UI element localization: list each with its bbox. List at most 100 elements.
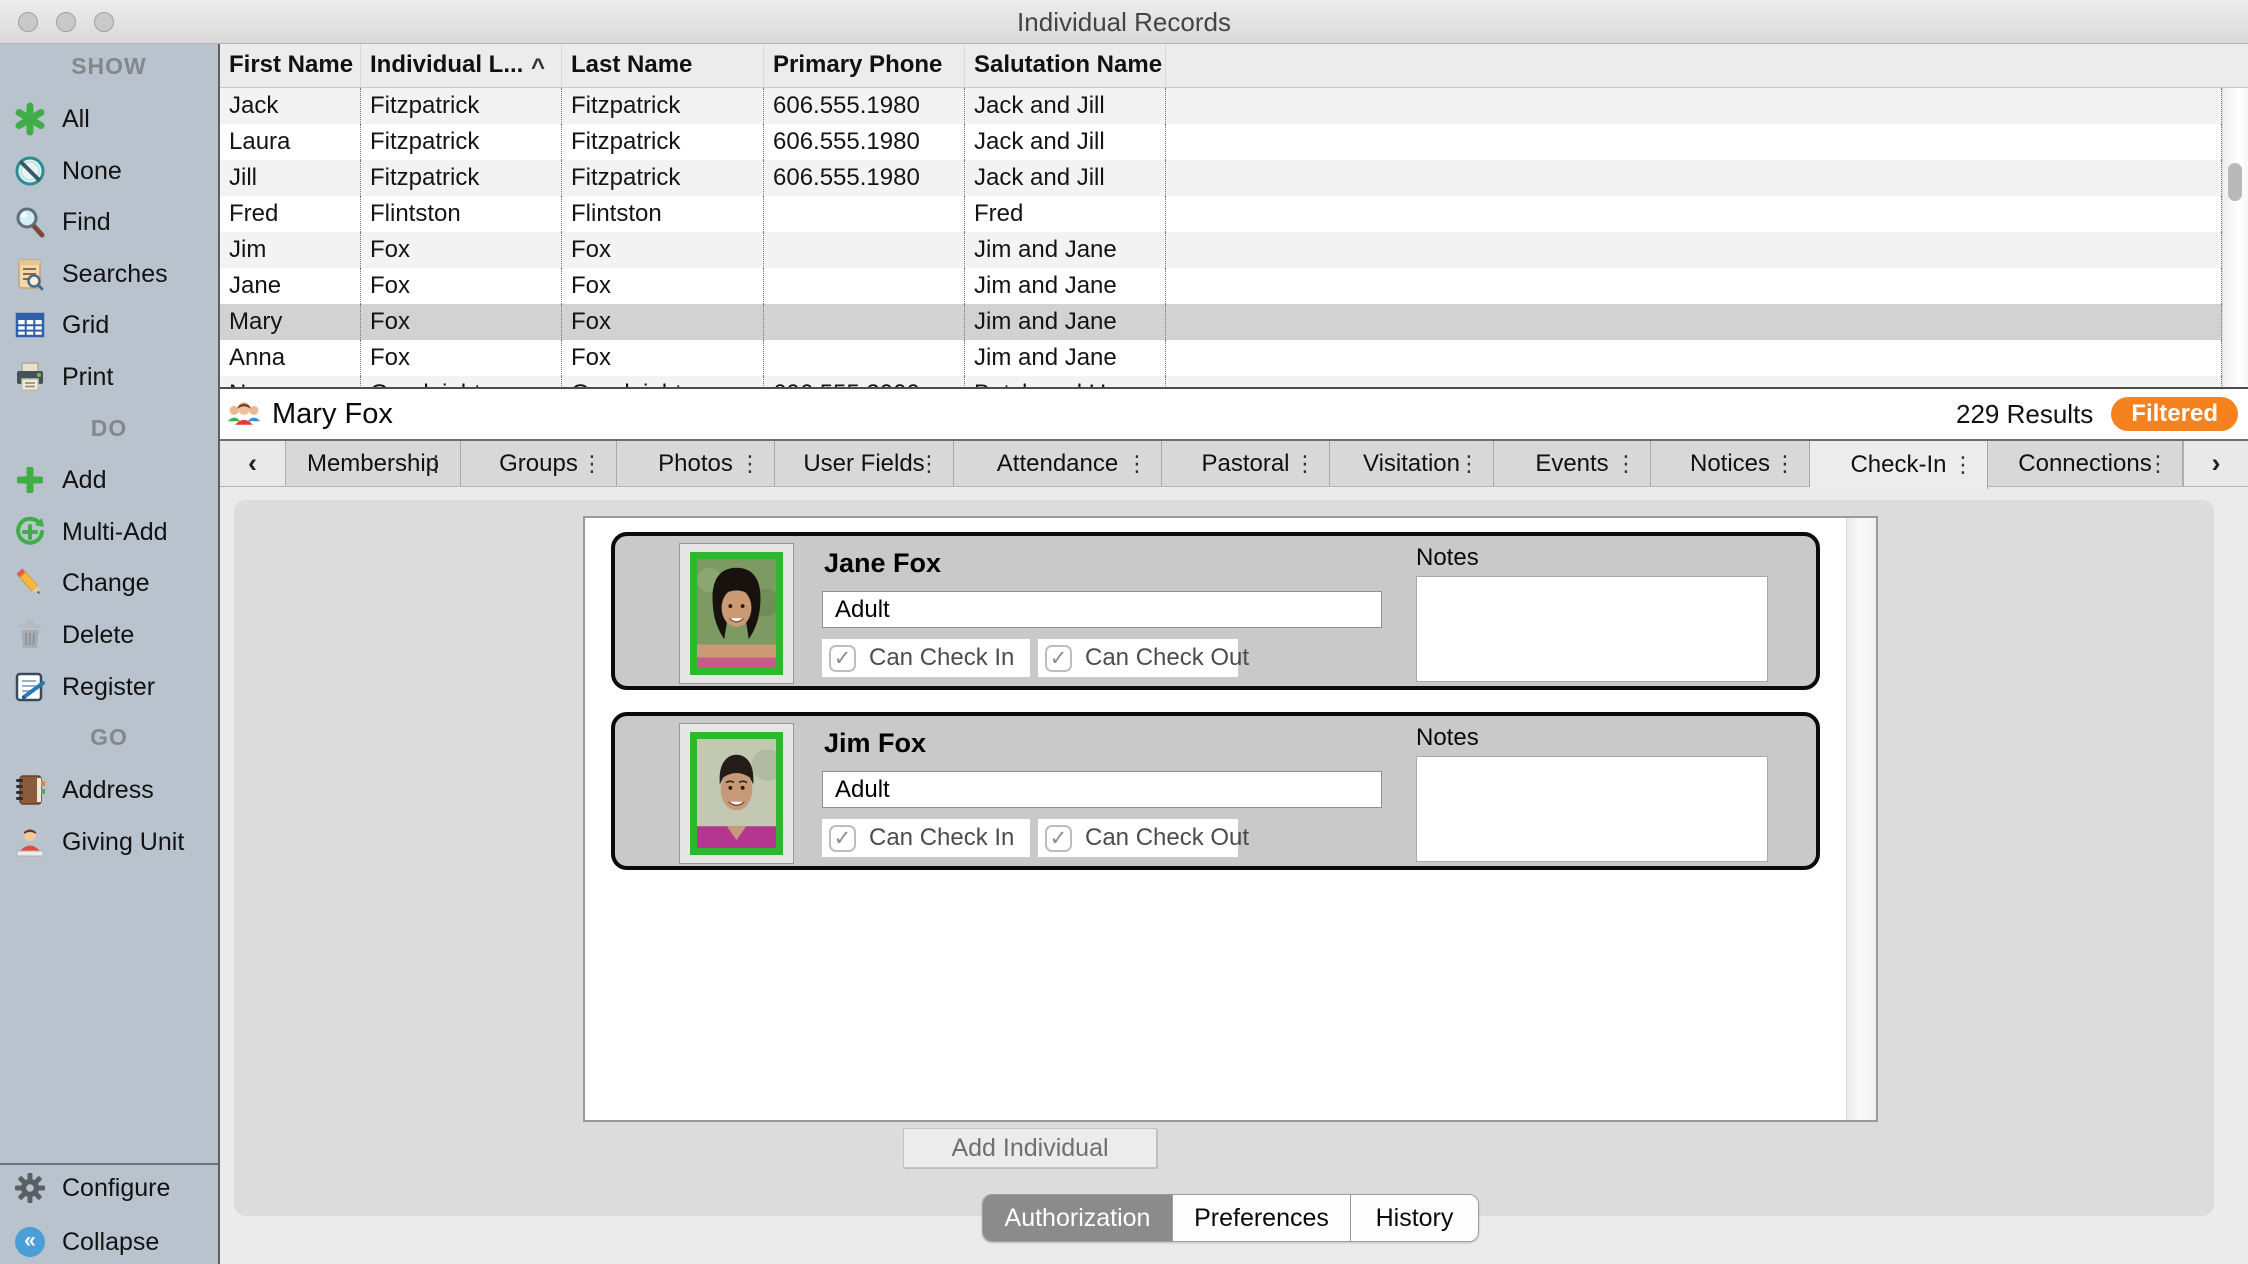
sidebar-item-all[interactable]: All [0, 102, 218, 136]
person-type-input[interactable]: Adult [822, 591, 1382, 628]
table-scrollbar[interactable] [2222, 88, 2248, 387]
add-individual-button[interactable]: Add Individual [903, 1128, 1157, 1168]
sidebar-item-print[interactable]: Print [0, 360, 218, 394]
sidebar-item-label: Searches [62, 259, 168, 288]
tabs-scroll-left-button[interactable]: ‹ [220, 441, 286, 486]
minimize-button[interactable] [56, 12, 76, 32]
close-button[interactable] [18, 12, 38, 32]
sidebar-item-multi-add[interactable]: Multi-Add [0, 515, 218, 549]
tab-menu-icon[interactable]: ⋮ [1458, 450, 1480, 476]
saved-searches-icon [12, 257, 48, 291]
tab-menu-icon[interactable]: ⋮ [1126, 450, 1148, 476]
can-check-out-checkbox[interactable]: ✓ Can Check Out [1038, 819, 1249, 857]
table-row[interactable]: Jane Fox Fox Jim and Jane [220, 268, 2222, 304]
sidebar-item-label: Collapse [62, 1227, 160, 1256]
column-header-primary-phone[interactable]: Primary Phone [764, 44, 965, 87]
tab-menu-icon[interactable]: ⋮ [1294, 450, 1316, 476]
sidebar-divider [0, 1163, 218, 1165]
tab-menu-icon[interactable]: ⋮ [425, 450, 447, 476]
checkbox-box[interactable]: ✓ [829, 644, 856, 672]
sidebar-item-change[interactable]: Change [0, 566, 218, 600]
column-header-salutation-name[interactable]: Salutation Name [965, 44, 1166, 87]
tab-menu-icon[interactable]: ⋮ [2147, 450, 2169, 476]
sidebar-item-giving-unit[interactable]: Giving Unit [0, 825, 218, 859]
tab-connections[interactable]: Connections ⋮ [1988, 441, 2183, 486]
can-check-in-checkbox[interactable]: ✓ Can Check In [822, 639, 1030, 677]
sidebar-item-none[interactable]: None [0, 154, 218, 188]
notes-textarea[interactable] [1416, 756, 1768, 862]
table-row[interactable]: Fred Flintston Flintston Fred [220, 196, 2222, 232]
checkbox-box[interactable]: ✓ [1045, 824, 1072, 852]
tab-events[interactable]: Events ⋮ [1494, 441, 1651, 486]
tab-menu-icon[interactable]: ⋮ [1615, 450, 1637, 476]
cell-spacer [1166, 88, 2222, 124]
tab-menu-icon[interactable]: ⋮ [1774, 450, 1796, 476]
circle-plus-arrow-icon [12, 515, 48, 549]
table-scrollbar-thumb[interactable] [2228, 163, 2242, 201]
zoom-button[interactable] [94, 12, 114, 32]
cell-salutation: Butch and Una [965, 376, 1166, 387]
checkbox-label: Can Check Out [1085, 644, 1250, 671]
tab-menu-icon[interactable]: ⋮ [581, 450, 603, 476]
tab-attendance[interactable]: Attendance ⋮ [954, 441, 1162, 486]
table-row[interactable]: Anna Fox Fox Jim and Jane [220, 340, 2222, 376]
table-row[interactable]: Jim Fox Fox Jim and Jane [220, 232, 2222, 268]
column-header-individual-listing[interactable]: Individual L... ^ [361, 44, 562, 87]
person-name: Jim Fox [824, 728, 927, 758]
can-check-out-checkbox[interactable]: ✓ Can Check Out [1038, 639, 1249, 677]
can-check-in-checkbox[interactable]: ✓ Can Check In [822, 819, 1030, 857]
segment-history[interactable]: History [1351, 1195, 1478, 1241]
cell-primary-phone [764, 268, 965, 304]
column-header-first-name[interactable]: First Name [220, 44, 361, 87]
tab-check-in[interactable]: Check-In ⋮ [1810, 441, 1988, 489]
trash-icon [12, 618, 48, 652]
sidebar-item-searches[interactable]: Searches [0, 257, 218, 291]
filtered-badge[interactable]: Filtered [2111, 397, 2238, 431]
tab-groups[interactable]: Groups ⋮ [461, 441, 617, 486]
tabs-scroll-right-button[interactable]: › [2183, 441, 2248, 486]
sidebar-item-delete[interactable]: Delete [0, 618, 218, 652]
cell-first-name: Norm [220, 376, 361, 387]
cell-salutation: Jim and Jane [965, 304, 1166, 340]
tab-notices[interactable]: Notices ⋮ [1651, 441, 1810, 486]
cell-salutation: Jack and Jill [965, 124, 1166, 160]
cell-spacer [1166, 304, 2222, 340]
results-count: 229 Results [1956, 398, 2094, 429]
tab-visitation[interactable]: Visitation ⋮ [1330, 441, 1494, 486]
segment-preferences[interactable]: Preferences [1173, 1195, 1351, 1241]
person-type-input[interactable]: Adult [822, 771, 1382, 808]
sidebar-item-collapse[interactable]: « Collapse [0, 1225, 218, 1259]
tab-user-fields[interactable]: User Fields ⋮ [775, 441, 954, 486]
table-row[interactable]: Jack Fitzpatrick Fitzpatrick 606.555.1980 Ja… [220, 88, 2222, 124]
window-title: Individual Records [1017, 7, 1231, 37]
tab-membership[interactable]: Membership ⋮ [286, 441, 461, 486]
table-row-clipped[interactable]: NormGoodnightGoodnight606.555.2000Butch … [220, 376, 2222, 387]
checkbox-box[interactable]: ✓ [829, 824, 856, 852]
table-body: Jack Fitzpatrick Fitzpatrick 606.555.1980 Ja… [220, 88, 2222, 387]
tab-photos[interactable]: Photos ⋮ [617, 441, 775, 486]
sidebar-item-find[interactable]: Find [0, 205, 218, 239]
notes-textarea[interactable] [1416, 576, 1768, 682]
table-row[interactable]: Laura Fitzpatrick Fitzpatrick 606.555.1980 J… [220, 124, 2222, 160]
sidebar-item-label: Change [62, 568, 150, 597]
checkbox-box[interactable]: ✓ [1045, 644, 1072, 672]
sidebar-item-add[interactable]: Add [0, 463, 218, 497]
sidebar-item-configure[interactable]: Configure [0, 1171, 218, 1205]
table-row-selected[interactable]: Mary Fox Fox Jim and Jane [220, 304, 2222, 340]
tab-menu-icon[interactable]: ⋮ [739, 450, 761, 476]
sidebar-item-label: None [62, 156, 122, 185]
table-row[interactable]: Jill Fitzpatrick Fitzpatrick 606.555.1980 Ja… [220, 160, 2222, 196]
sidebar-item-register[interactable]: Register [0, 670, 218, 704]
cell-individual-listing: Flintston [361, 196, 562, 232]
cell-salutation: Jim and Jane [965, 340, 1166, 376]
tab-menu-icon[interactable]: ⋮ [1952, 452, 1974, 477]
segment-authorization[interactable]: Authorization [983, 1195, 1173, 1241]
sidebar-item-grid[interactable]: Grid [0, 308, 218, 342]
check-in-card-jane: Jane Fox Adult ✓ Can Check In ✓ Can Chec… [611, 532, 1820, 690]
bottom-segmented-control: Authorization Preferences History [982, 1194, 1479, 1242]
panel-scrollbar[interactable] [1846, 518, 1876, 1120]
tab-menu-icon[interactable]: ⋮ [918, 450, 940, 476]
column-header-last-name[interactable]: Last Name [562, 44, 764, 87]
sidebar-item-address[interactable]: Address [0, 773, 218, 807]
tab-pastoral[interactable]: Pastoral ⋮ [1162, 441, 1330, 486]
